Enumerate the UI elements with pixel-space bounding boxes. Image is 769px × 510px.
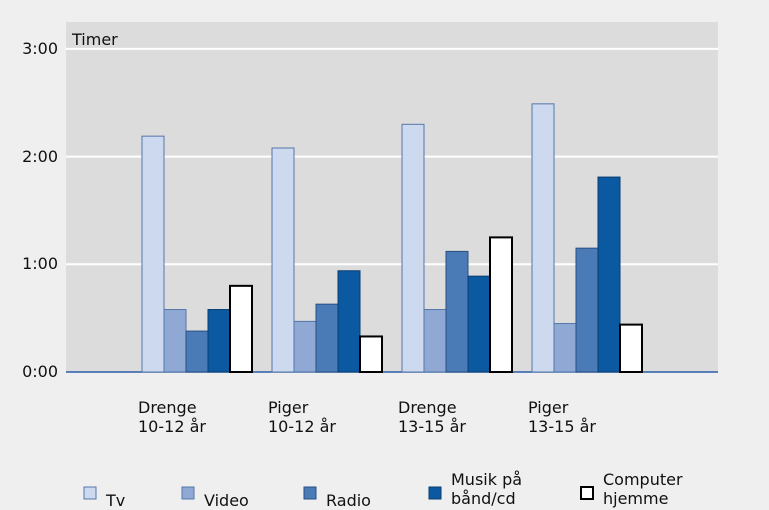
bar bbox=[597, 176, 621, 373]
bar bbox=[553, 323, 577, 373]
bar bbox=[359, 335, 383, 374]
bar bbox=[207, 309, 231, 373]
bar bbox=[423, 309, 447, 373]
bar bbox=[337, 270, 361, 373]
legend-label: Musik på bånd/cd bbox=[451, 470, 523, 508]
bar bbox=[531, 103, 555, 373]
legend-label: Computer hjemme bbox=[603, 470, 683, 508]
legend-swatch bbox=[83, 486, 97, 500]
bar bbox=[489, 236, 513, 373]
y-axis-label: Timer bbox=[72, 30, 118, 49]
legend-swatch bbox=[580, 486, 594, 500]
y-tick-label: 1:00 bbox=[22, 254, 58, 274]
y-tick-label: 2:00 bbox=[22, 146, 58, 166]
bar bbox=[575, 247, 599, 373]
bar bbox=[315, 303, 339, 373]
bar bbox=[229, 284, 253, 374]
bar bbox=[619, 323, 643, 374]
x-tick-label: Drenge 10-12 år bbox=[138, 398, 206, 436]
bar bbox=[401, 123, 425, 373]
x-tick-label: Piger 13-15 år bbox=[528, 398, 596, 436]
legend-swatch bbox=[303, 486, 317, 500]
bar bbox=[293, 320, 317, 373]
legend-label: Radio bbox=[326, 491, 371, 510]
bar bbox=[271, 147, 295, 373]
bar bbox=[467, 275, 491, 373]
y-tick-label: 0:00 bbox=[22, 362, 58, 381]
bar bbox=[163, 309, 187, 373]
legend-swatch bbox=[428, 486, 442, 500]
bar bbox=[445, 250, 469, 373]
legend-swatch bbox=[181, 486, 195, 500]
legend-label: Tv bbox=[106, 491, 126, 510]
y-tick-label: 3:00 bbox=[22, 38, 58, 58]
x-tick-label: Drenge 13-15 år bbox=[398, 398, 466, 436]
bar bbox=[141, 135, 165, 373]
legend-label: Video bbox=[204, 491, 249, 510]
x-tick-label: Piger 10-12 år bbox=[268, 398, 336, 436]
bar bbox=[185, 330, 209, 373]
